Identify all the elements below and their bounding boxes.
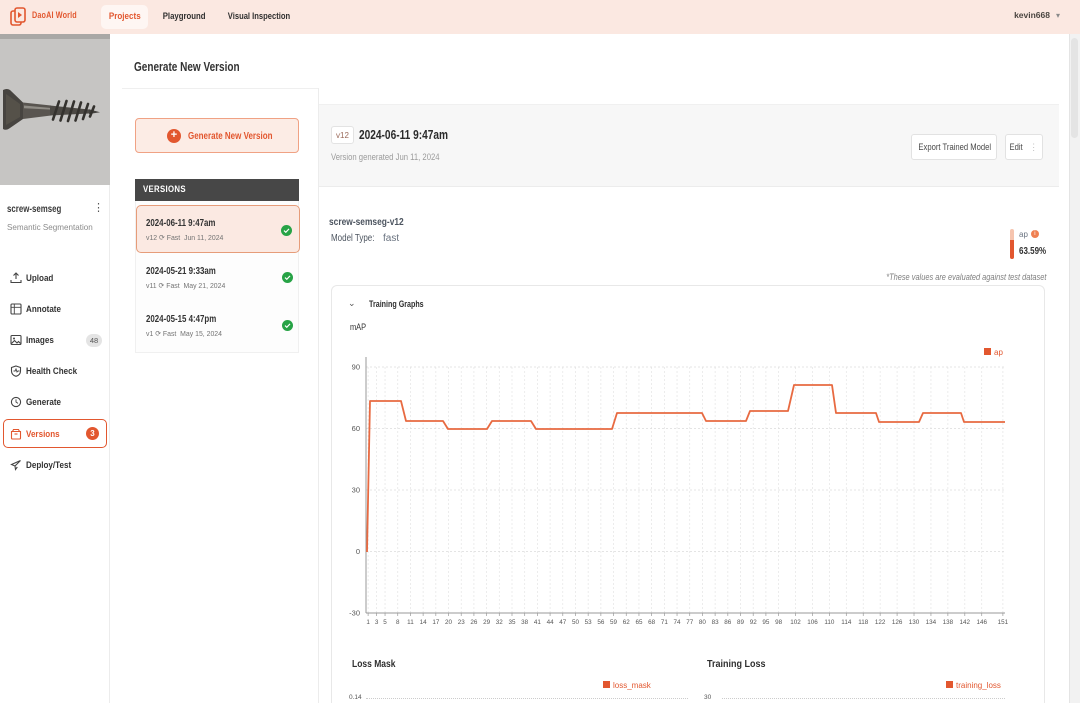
svg-text:14: 14 <box>420 619 428 626</box>
svg-text:142: 142 <box>960 619 971 626</box>
svg-text:80: 80 <box>699 619 707 626</box>
svg-text:56: 56 <box>597 619 605 626</box>
svg-text:65: 65 <box>635 619 643 626</box>
svg-text:98: 98 <box>775 619 783 626</box>
svg-text:59: 59 <box>610 619 618 626</box>
svg-text:89: 89 <box>737 619 745 626</box>
svg-text:26: 26 <box>470 619 478 626</box>
svg-text:122: 122 <box>875 619 886 626</box>
svg-text:118: 118 <box>858 619 869 626</box>
svg-text:-30: -30 <box>349 609 360 618</box>
svg-text:74: 74 <box>674 619 682 626</box>
svg-text:151: 151 <box>998 619 1009 626</box>
svg-text:83: 83 <box>712 619 720 626</box>
svg-text:60: 60 <box>352 424 360 433</box>
svg-text:134: 134 <box>926 619 937 626</box>
svg-text:71: 71 <box>661 619 669 626</box>
svg-text:3: 3 <box>375 619 379 626</box>
svg-text:77: 77 <box>686 619 694 626</box>
svg-text:102: 102 <box>790 619 801 626</box>
svg-text:29: 29 <box>483 619 491 626</box>
svg-text:23: 23 <box>458 619 466 626</box>
svg-text:1: 1 <box>366 619 370 626</box>
svg-text:138: 138 <box>943 619 954 626</box>
svg-text:92: 92 <box>750 619 758 626</box>
svg-text:0: 0 <box>356 547 360 556</box>
svg-text:50: 50 <box>572 619 580 626</box>
svg-text:114: 114 <box>841 619 852 626</box>
svg-text:86: 86 <box>724 619 732 626</box>
svg-text:126: 126 <box>892 619 903 626</box>
svg-text:130: 130 <box>909 619 920 626</box>
svg-text:53: 53 <box>585 619 593 626</box>
svg-text:41: 41 <box>534 619 542 626</box>
svg-text:110: 110 <box>824 619 835 626</box>
svg-text:38: 38 <box>521 619 529 626</box>
svg-text:35: 35 <box>508 619 516 626</box>
svg-text:8: 8 <box>396 619 400 626</box>
svg-text:62: 62 <box>623 619 631 626</box>
svg-text:47: 47 <box>559 619 567 626</box>
svg-text:146: 146 <box>976 619 987 626</box>
svg-text:ap: ap <box>994 348 1003 357</box>
svg-text:5: 5 <box>383 619 387 626</box>
svg-text:32: 32 <box>496 619 504 626</box>
svg-text:106: 106 <box>807 619 818 626</box>
svg-text:11: 11 <box>407 619 414 626</box>
svg-text:44: 44 <box>547 619 555 626</box>
svg-text:30: 30 <box>352 486 360 495</box>
svg-text:68: 68 <box>648 619 656 626</box>
svg-text:20: 20 <box>445 619 453 626</box>
svg-text:90: 90 <box>352 363 360 372</box>
svg-text:95: 95 <box>762 619 770 626</box>
svg-text:17: 17 <box>432 619 440 626</box>
